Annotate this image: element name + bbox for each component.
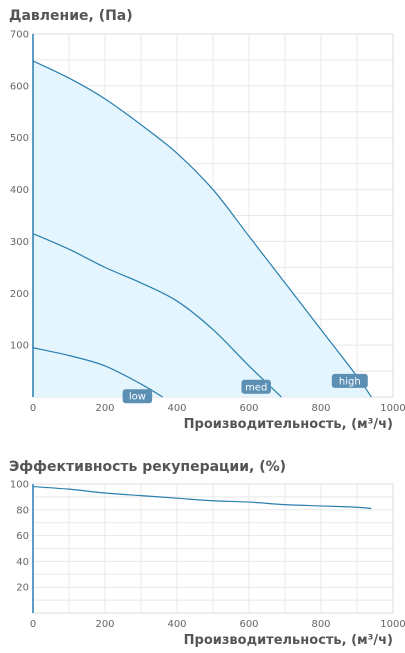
series-line-med: [32, 233, 282, 398]
x-tick-label: 800: [311, 403, 330, 414]
x-tick-label: 200: [95, 619, 114, 630]
x-tick-label: 0: [30, 403, 36, 414]
y-tick-label: 300: [10, 237, 29, 248]
series-line-high: [32, 60, 372, 398]
x-tick-label: 600: [239, 403, 258, 414]
y-tick-label: 40: [16, 557, 29, 568]
series-line-low: [32, 347, 163, 398]
y-tick-label: 400: [10, 185, 29, 196]
series-badge-low: [122, 389, 153, 404]
x-tick-label: 400: [167, 403, 186, 414]
series-line-efficiency: [32, 485, 372, 510]
y-tick-label: 80: [16, 505, 29, 516]
x-tick-label: 1000: [380, 403, 405, 414]
y-tick-label: 200: [10, 289, 29, 300]
y-tick-label: 60: [16, 531, 29, 542]
x-axis-label: Производительность, (м³/ч): [184, 633, 393, 648]
series-badge-label-low: low: [129, 392, 146, 403]
series-badge-label-high: high: [339, 376, 361, 387]
y-tick-label: 600: [10, 81, 29, 92]
x-tick-label: 0: [30, 619, 36, 630]
series-badge-label-med: med: [245, 382, 267, 393]
x-tick-label: 400: [167, 619, 186, 630]
y-tick-label: 500: [10, 133, 29, 144]
x-tick-label: 600: [239, 619, 258, 630]
y-tick-label: 20: [16, 583, 29, 594]
efficiency-chart-title: Эффективность рекуперации, (%): [9, 459, 287, 475]
series-badge-med: [241, 379, 271, 394]
x-tick-label: 1000: [380, 619, 405, 630]
y-tick-label: 100: [10, 480, 29, 491]
y-tick-label: 700: [10, 30, 29, 41]
x-axis-label: Производительность, (м³/ч): [184, 417, 393, 432]
operating-area-fill: [33, 60, 372, 398]
pressure-chart-title: Давление, (Па): [9, 8, 133, 24]
x-tick-label: 200: [95, 403, 114, 414]
x-tick-label: 800: [311, 619, 330, 630]
series-badge-high: [331, 373, 368, 388]
y-tick-label: 100: [10, 341, 29, 352]
